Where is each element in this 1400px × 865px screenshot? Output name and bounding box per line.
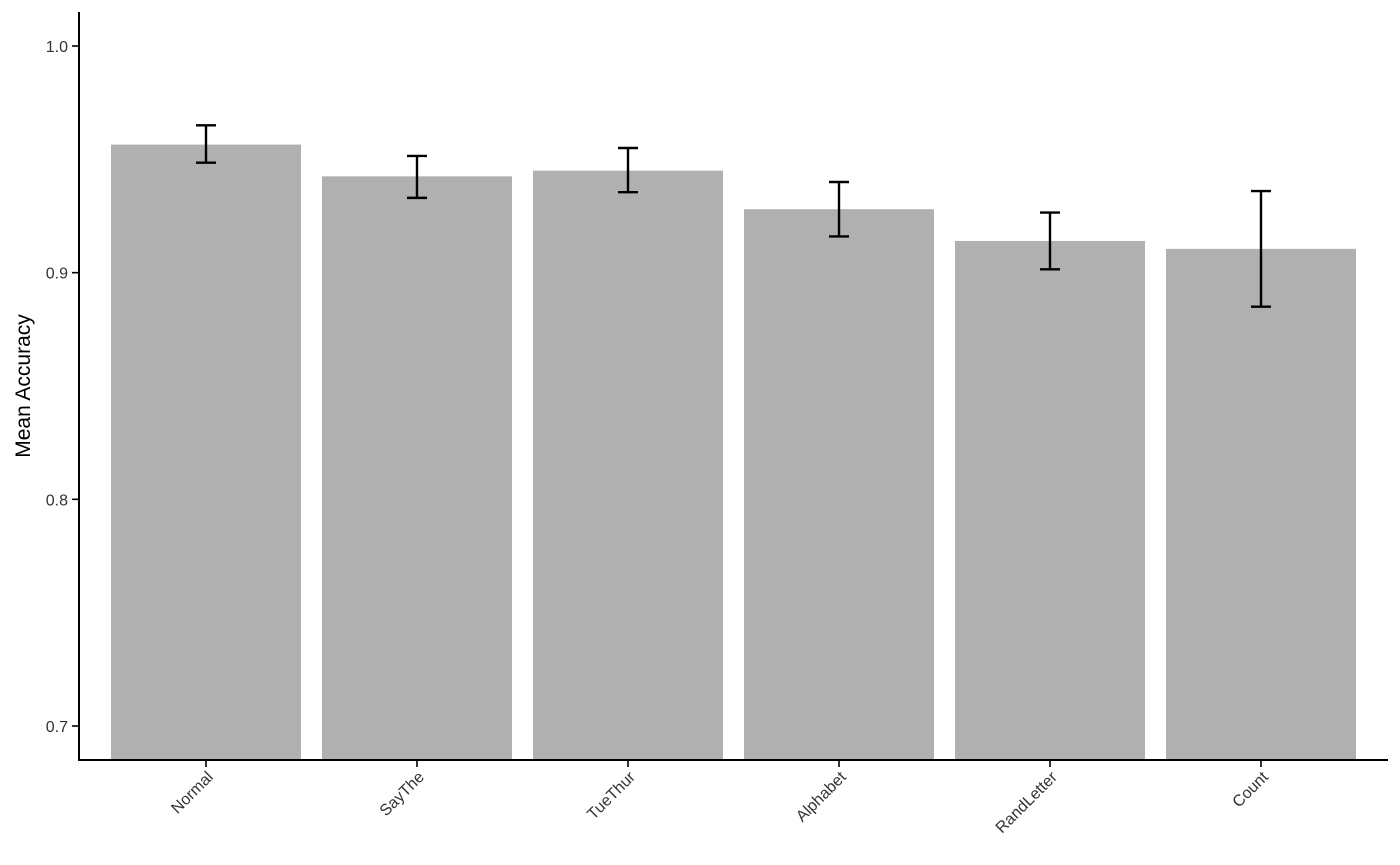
error-bar-randletter [1040,211,1060,271]
y-ticks-group: 0.7 0.8 0.9 1.0 [46,39,79,736]
x-tick-label: SayThe [377,769,428,820]
y-tick-label: 1.0 [46,39,68,56]
error-bar-normal [196,124,216,164]
bar-normal [111,144,301,761]
error-bars-group [196,124,1271,308]
y-tick-label: 0.8 [46,492,68,509]
bars-group [111,144,1356,761]
y-tick-label: 0.9 [46,266,68,283]
y-tick-label: 0.7 [46,719,68,736]
x-ticks-group: Normal SayThe TueThur Alphabet RandLetter Cou… [168,760,1272,837]
error-bar-alphabet [829,180,849,238]
x-tick-label: Normal [168,769,216,817]
bar-tuethur [533,170,723,760]
y-axis-title: Mean Accuracy [12,314,35,458]
bar-saythe [322,176,512,761]
bar-alphabet [744,209,934,760]
x-tick-label: RandLetter [993,768,1061,836]
error-bar-tuethur [618,146,638,194]
x-tick-label: Count [1230,768,1273,811]
error-bar-count [1251,189,1271,308]
x-tick-label: TueThur [584,768,639,823]
bar-randletter [955,240,1145,760]
x-tick-label: Alphabet [793,768,850,825]
error-bar-saythe [407,154,427,200]
bar-count [1166,248,1356,760]
